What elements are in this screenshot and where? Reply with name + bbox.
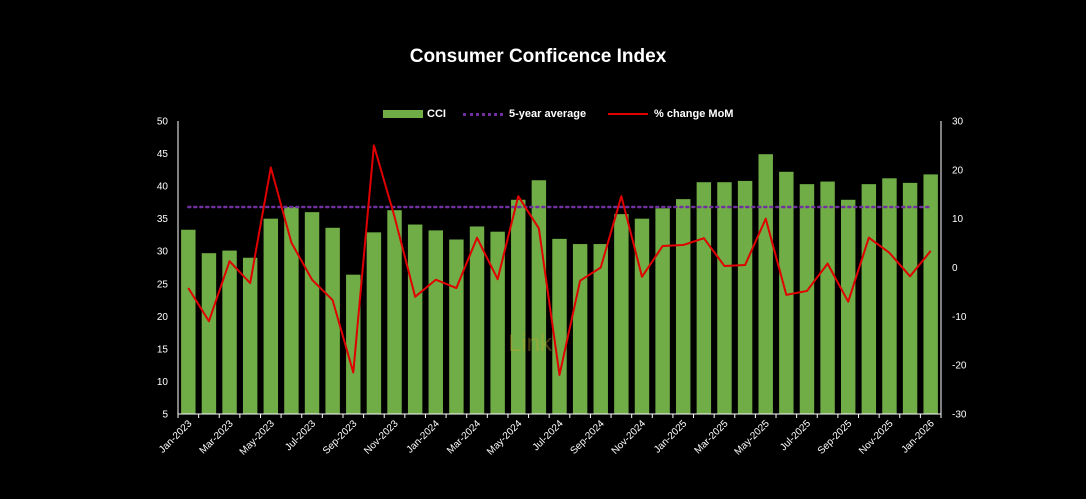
- bar-cci: [511, 199, 526, 414]
- bar-cci: [634, 218, 650, 414]
- bar-cci: [201, 253, 217, 414]
- legend-swatch-bar: [383, 110, 423, 118]
- x-tick-label: May-2024: [485, 418, 525, 458]
- x-tick-label: Jan-2025: [652, 418, 690, 456]
- bar-cci: [222, 250, 237, 414]
- bar-cci: [263, 218, 279, 414]
- y-left-tick-label: 25: [157, 279, 169, 290]
- y-left-tick-label: 5: [162, 410, 168, 421]
- x-tick-label: Nov-2025: [857, 418, 896, 457]
- series-line-mom: [187, 144, 932, 376]
- legend-label-cci: CCI: [427, 108, 446, 120]
- x-tick-label: Jan-2026: [900, 418, 938, 456]
- bar-cci: [181, 229, 196, 414]
- bar-cci: [469, 226, 485, 414]
- x-tick-label: May-2023: [238, 418, 278, 458]
- legend-label-average: 5-year average: [509, 108, 587, 120]
- legend: CCI 5-year average % change MoM: [0, 106, 1086, 124]
- bar-cci: [737, 180, 753, 414]
- bar-cci: [923, 174, 938, 414]
- x-tick-label: Nov-2023: [362, 418, 401, 457]
- bar-cci: [284, 206, 299, 414]
- y-left-tick-label: 35: [157, 214, 169, 225]
- bar-cci: [304, 212, 320, 414]
- bar-cci: [717, 182, 732, 414]
- bar-cci: [799, 184, 815, 414]
- y-left-tick-label: 40: [157, 182, 169, 193]
- bar-cci: [902, 182, 918, 414]
- bar-cci: [572, 244, 588, 414]
- y-right-tick-label: 20: [952, 165, 964, 176]
- y-left-tick-label: 10: [157, 377, 169, 388]
- bar-cci: [449, 239, 464, 414]
- x-tick-label: Sep-2025: [816, 418, 855, 457]
- y-left-tick-label: 30: [157, 247, 169, 258]
- legend-item-average: 5-year average: [463, 108, 586, 120]
- x-tick-label: Mar-2024: [445, 418, 483, 456]
- bar-cci: [387, 210, 402, 414]
- watermark-text: Link: [508, 330, 553, 357]
- bar-cci: [490, 231, 505, 414]
- y-right-tick-label: 10: [952, 214, 964, 225]
- y-right-tick-label: -10: [952, 312, 967, 323]
- chart-title: Consumer Conficence Index: [409, 46, 667, 67]
- bar-cci: [428, 230, 443, 414]
- bar-cci: [820, 181, 835, 414]
- bar-cci: [614, 214, 629, 414]
- bar-cci: [242, 257, 258, 414]
- y-left-tick-label: 45: [157, 149, 169, 160]
- bar-cci: [552, 238, 567, 414]
- y-left-tick-label: 50: [157, 117, 169, 128]
- x-tick-label: Mar-2023: [198, 418, 236, 456]
- x-tick-label: Jan-2024: [405, 418, 443, 456]
- x-tick-label: Nov-2024: [610, 418, 649, 457]
- x-tick-label: Jul-2025: [778, 418, 813, 453]
- legend-item-mom: % change MoM: [608, 108, 733, 120]
- x-tick-label: May-2025: [733, 418, 773, 458]
- y-right-tick-label: -20: [952, 361, 967, 372]
- y-left-tick-label: 20: [157, 312, 169, 323]
- y-right-tick-label: 30: [952, 117, 964, 128]
- bar-cci: [861, 184, 877, 414]
- x-tick-label: Jan-2023: [157, 418, 195, 456]
- bar-cci: [840, 199, 856, 414]
- legend-swatch-line: [608, 113, 648, 115]
- x-tick-label: Sep-2023: [321, 418, 360, 457]
- bar-cci: [676, 199, 691, 414]
- bar-cci: [407, 224, 423, 414]
- y-left-tick-label: 15: [157, 344, 169, 355]
- x-tick-label: Mar-2025: [693, 418, 731, 456]
- bar-cci: [366, 232, 382, 414]
- x-tick-label: Jul-2024: [531, 418, 566, 453]
- y-right-tick-label: -30: [952, 410, 967, 421]
- bar-cci: [531, 180, 547, 414]
- bar-cci: [758, 154, 773, 414]
- legend-item-cci: CCI: [383, 108, 446, 120]
- watermark-logo: Link: [508, 330, 552, 358]
- bar-cci: [346, 274, 361, 414]
- bar-cci: [655, 208, 670, 414]
- x-tick-label: Sep-2024: [568, 418, 607, 457]
- bar-cci: [696, 182, 712, 414]
- legend-label-mom: % change MoM: [654, 108, 734, 120]
- bar-cci: [325, 227, 340, 414]
- bar-cci: [882, 178, 897, 414]
- legend-swatch-dotted: [463, 112, 503, 116]
- x-tick-label: Jul-2023: [283, 418, 318, 453]
- y-right-tick-label: 0: [952, 263, 958, 274]
- bar-cci: [593, 244, 608, 414]
